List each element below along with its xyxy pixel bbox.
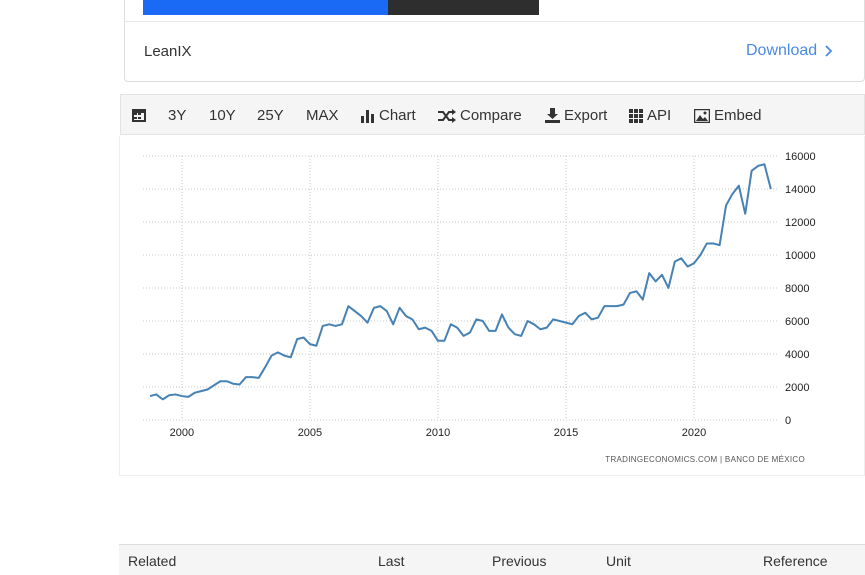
chart: TRADINGECONOMICS.COM | BANCO DE MÉXICO 0… [143,151,816,464]
compare-button[interactable]: Compare [438,107,522,124]
x-tick-label: 2015 [554,427,578,439]
column-header: Related [128,553,177,569]
y-tick-label: 14000 [785,184,816,196]
range-button[interactable]: 10Y [209,107,236,124]
vendor-name: LeanIX [144,43,192,60]
x-tick-label: 2020 [682,427,706,439]
y-tick-label: 0 [785,415,791,427]
divider [125,21,864,22]
shuffle-icon [438,108,456,123]
range-button[interactable]: MAX [306,107,339,124]
column-header: Previous [492,553,547,569]
y-tick-label: 6000 [785,316,809,328]
button-text[interactable]: API [647,107,672,124]
y-tick-label: 4000 [785,349,809,361]
range-button[interactable]: 25Y [257,107,284,124]
button-text[interactable]: Embed [714,107,762,124]
button-text[interactable]: Export [564,107,608,124]
button-text[interactable]: Compare [460,107,522,124]
banner-image [388,0,539,15]
column-header: Reference [763,553,828,569]
bars-icon [361,109,374,123]
calendar-icon[interactable] [132,108,146,122]
button-text[interactable]: Chart [379,107,416,124]
y-tick-label: 12000 [785,217,816,229]
column-header: Last [378,553,405,569]
export-button[interactable]: Export [545,107,607,124]
image-icon [694,108,710,123]
y-tick-label: 10000 [785,250,816,262]
y-tick-label: 8000 [785,283,809,295]
download-link[interactable]: Download [746,42,833,60]
y-tick-label: 2000 [785,382,809,394]
chart-source: TRADINGECONOMICS.COM | BANCO DE MÉXICO [605,455,805,464]
y-tick-label: 16000 [785,151,816,163]
chart-button[interactable]: Chart [361,107,416,124]
data-line [149,163,772,401]
download-text[interactable]: Download [746,42,818,59]
embed-button[interactable]: Embed [694,107,762,124]
grid-icon [629,108,643,123]
x-tick-label: 2010 [426,427,450,439]
column-header: Unit [606,553,631,569]
banner-image [143,0,388,15]
page: LeanIX Download 3Y 10Y 25Y MAX Chart Com… [119,0,865,569]
download-icon [545,108,560,123]
chevron-icon [825,45,833,57]
api-button[interactable]: API [629,107,671,124]
x-tick-label: 2000 [170,427,194,439]
download-card: LeanIX Download [124,0,865,82]
x-tick-label: 2005 [298,427,322,439]
table-header: Related Last Previous Unit Reference [119,544,865,575]
range-button[interactable]: 3Y [168,107,187,124]
